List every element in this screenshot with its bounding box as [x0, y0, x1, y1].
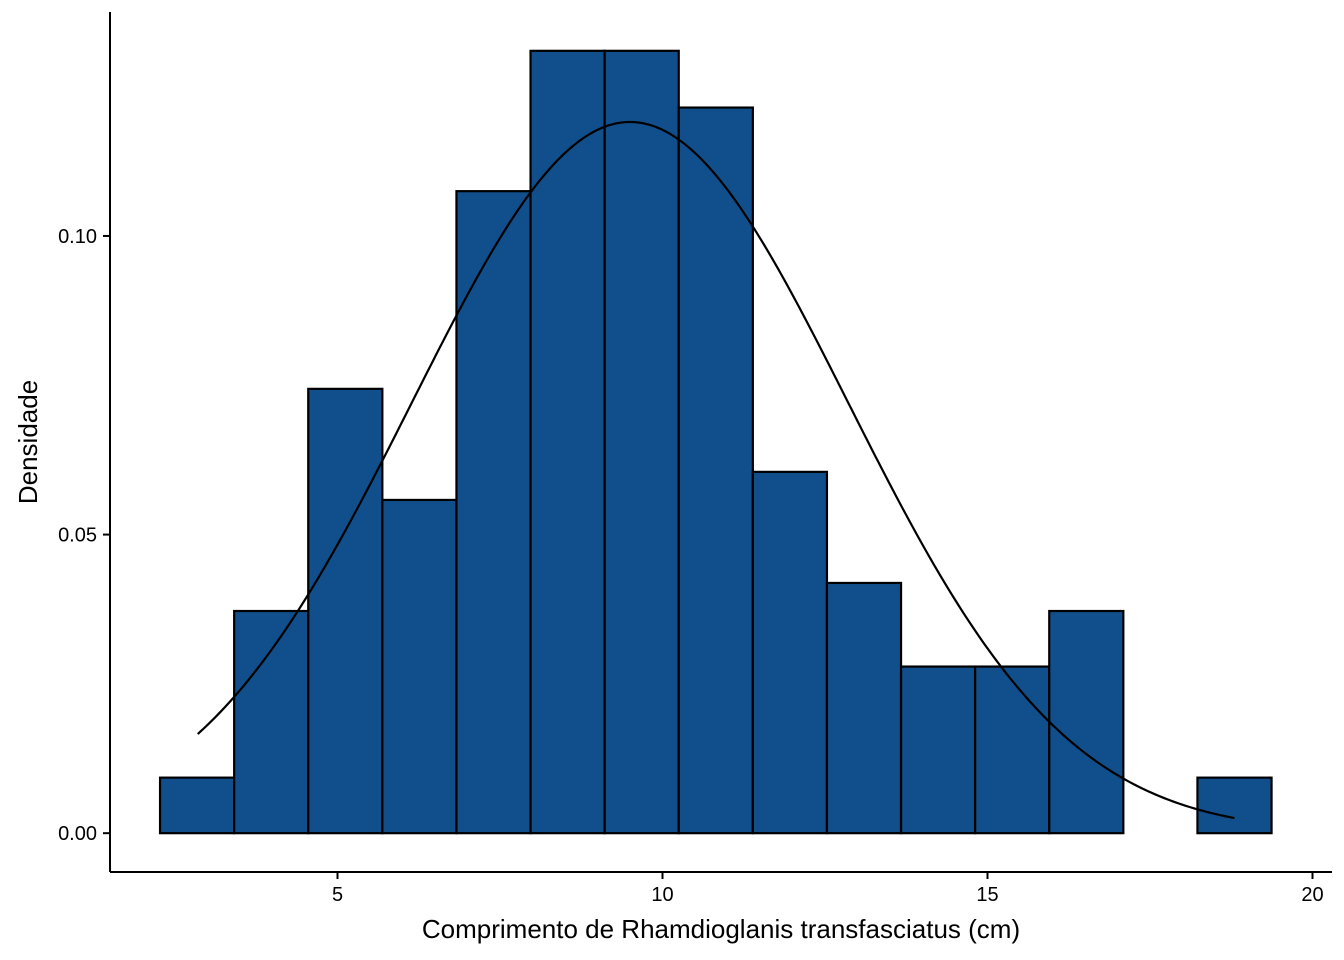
- histogram-bar-11: [974, 665, 1051, 835]
- histogram-bar-1: [233, 609, 310, 835]
- y-axis-ticks: 0.00 0.05 0.10: [58, 226, 110, 845]
- density-curve: [197, 120, 1235, 820]
- x-tick-label-2: 15: [976, 884, 998, 906]
- histogram-bar-4: [455, 190, 532, 835]
- histogram-bar-5: [529, 49, 606, 835]
- y-axis-title: Densidade: [13, 380, 43, 504]
- x-tick-label-0: 5: [332, 884, 343, 906]
- histogram-bar-6: [603, 49, 680, 835]
- x-tick-label-1: 10: [651, 884, 673, 906]
- histogram-bar-2: [307, 387, 384, 835]
- histogram-bar-7: [677, 106, 754, 835]
- x-axis-ticks: 5 10 15 20: [332, 872, 1324, 906]
- y-tick-label-1: 0.05: [58, 525, 97, 547]
- y-tick-label-0: 0.00: [58, 823, 97, 845]
- histogram-bars: [158, 49, 1273, 835]
- histogram-bar-9: [825, 581, 903, 835]
- histogram-bar-8: [751, 470, 829, 835]
- x-tick-label-3: 20: [1301, 884, 1323, 906]
- histogram-bar-3: [381, 498, 458, 835]
- histogram-bar-12: [1048, 609, 1125, 835]
- y-tick-label-2: 0.10: [58, 226, 97, 248]
- x-axis-title: Comprimento de Rhamdioglanis transfascia…: [422, 914, 1020, 944]
- histogram-bar-10: [899, 665, 977, 835]
- histogram-bar-14: [1196, 776, 1273, 835]
- histogram-bar-0: [158, 776, 236, 835]
